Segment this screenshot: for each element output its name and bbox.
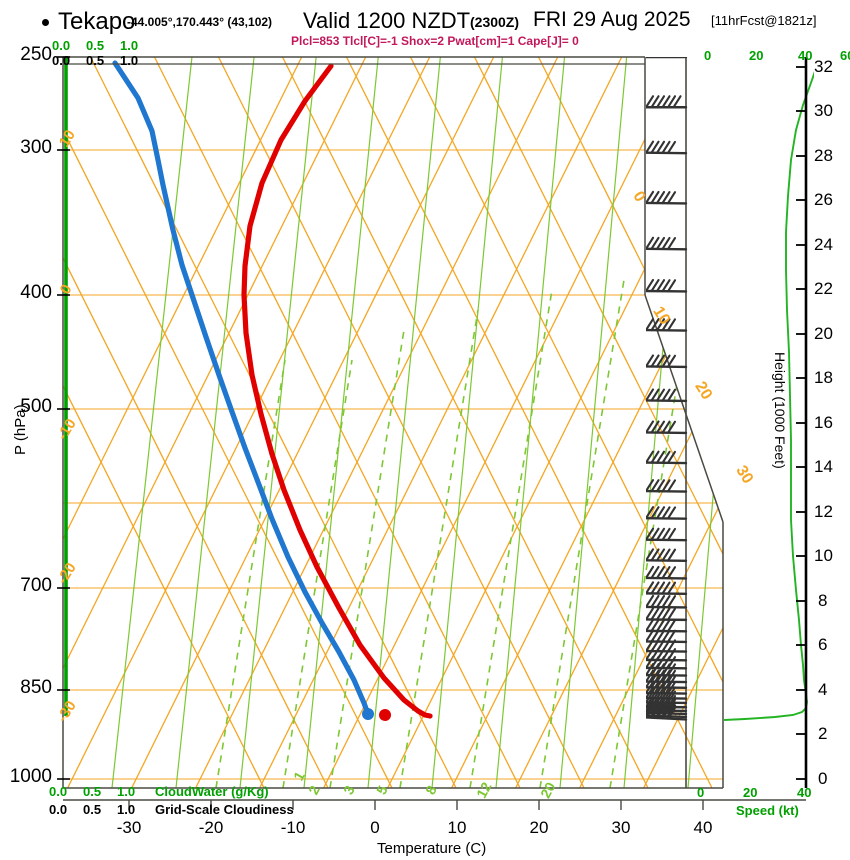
plot-frame xyxy=(62,56,724,789)
height-tick-8: 8 xyxy=(818,591,828,610)
speed-tick-bottom-0: 0 xyxy=(697,785,705,800)
temperature-curve xyxy=(241,63,433,719)
station-marker-dot xyxy=(42,19,49,26)
temperature-axis-ticks xyxy=(128,800,704,810)
temp-tick-0: 0 xyxy=(370,818,380,837)
height-tick-18: 18 xyxy=(814,368,833,387)
wind-speed-curve xyxy=(724,70,814,721)
temp-tick-10: 10 xyxy=(447,818,467,837)
wind-barbs xyxy=(646,57,688,721)
cloudiness-bottom-tick-0: 0.0 xyxy=(49,802,68,817)
height-tick-4: 4 xyxy=(818,680,828,699)
height-tick-30: 30 xyxy=(814,101,833,120)
temp-tick--20: -20 xyxy=(198,818,224,837)
cloudiness-tick-1: 1.0 xyxy=(120,53,139,68)
cloudiness-bottom-tick-05: 0.5 xyxy=(83,802,102,817)
cloudwater-tick-05: 0.5 xyxy=(86,38,105,53)
cloudiness-tick-0: 0.0 xyxy=(52,53,71,68)
pressure-tick-300: 300 xyxy=(20,137,52,158)
pressure-tick-700: 700 xyxy=(20,575,52,596)
temperature-axis-label: Temperature (C) xyxy=(377,840,487,857)
speed-tick-top-0: 0 xyxy=(704,48,712,63)
speed-tick-top-20: 20 xyxy=(749,48,764,63)
pressure-tick-850: 850 xyxy=(20,677,52,698)
height-tick-2: 2 xyxy=(818,724,828,743)
station-name: Tekapo xyxy=(58,8,136,35)
pressure-axis-label: P (hPa) xyxy=(12,404,29,455)
cloudwater-tick-0: 0.0 xyxy=(52,38,71,53)
pressure-tick-500: 500 xyxy=(20,396,52,417)
height-tick-16: 16 xyxy=(814,413,833,432)
speed-tick-bottom-40: 40 xyxy=(797,785,812,800)
temperature-surface-marker xyxy=(379,709,391,721)
height-tick-10: 10 xyxy=(814,546,833,565)
temp-tick-20: 20 xyxy=(529,818,549,837)
height-tick-20: 20 xyxy=(814,324,833,343)
height-tick-24: 24 xyxy=(814,235,833,254)
cloudiness-axis-label: Grid-Scale Cloudiness xyxy=(155,802,294,817)
speed-tick-top-60: 60 xyxy=(840,48,850,63)
speed-axis-label: Speed (kt) xyxy=(736,803,799,818)
moist-adiabat-lines xyxy=(111,57,723,788)
temp-tick--10: -10 xyxy=(280,818,306,837)
cloudwater-axis-label: CloudWater (g/Kg) xyxy=(155,784,269,799)
height-tick-22: 22 xyxy=(814,279,833,298)
height-tick-28: 28 xyxy=(814,146,833,165)
cloudiness-tick-05: 0.5 xyxy=(86,53,105,68)
pressure-tick-400: 400 xyxy=(20,282,52,303)
pressure-axis-ticks xyxy=(57,56,70,780)
temp-tick-40: 40 xyxy=(693,818,713,837)
height-tick-0: 0 xyxy=(818,769,828,788)
height-tick-6: 6 xyxy=(818,635,828,654)
cloudwater-bottom-tick-05: 0.5 xyxy=(83,784,102,799)
speed-axis xyxy=(796,57,808,788)
cloudwater-tick-1: 1.0 xyxy=(120,38,139,53)
pressure-tick-1000: 1000 xyxy=(9,766,52,787)
height-axis-label: Height (1000 Feet) xyxy=(772,352,788,469)
cloudwater-bottom-tick-1: 1.0 xyxy=(117,784,136,799)
height-tick-12: 12 xyxy=(814,502,833,521)
temp-tick-30: 30 xyxy=(611,818,631,837)
speed-tick-bottom-20: 20 xyxy=(743,785,758,800)
stability-indices: Plcl=853 Tlcl[C]=-1 Shox=2 Pwat[cm]=1 Ca… xyxy=(291,34,579,48)
wind-barb-column xyxy=(646,57,688,788)
dewpoint-surface-marker xyxy=(362,708,374,720)
cloudwater-bottom-tick-0: 0.0 xyxy=(49,784,68,799)
station-coordinates: -44.005°,170.443° (43,102) xyxy=(127,15,273,29)
height-tick-32: 32 xyxy=(814,57,833,76)
valid-time-utc: (2300Z) xyxy=(470,14,520,30)
speed-tick-top-40: 40 xyxy=(798,48,813,63)
pressure-tick-250: 250 xyxy=(20,44,52,65)
temp-tick--30: -30 xyxy=(116,818,142,837)
dewpoint-curve xyxy=(112,60,371,717)
forecast-stamp: [11hrFcst@1821z] xyxy=(711,13,817,28)
cloudiness-bottom-tick-1: 1.0 xyxy=(117,802,136,817)
height-tick-26: 26 xyxy=(814,190,833,209)
valid-time: Valid 1200 NZDT xyxy=(303,8,471,33)
valid-date: FRI 29 Aug 2025 xyxy=(533,8,691,31)
height-tick-14: 14 xyxy=(814,457,833,476)
